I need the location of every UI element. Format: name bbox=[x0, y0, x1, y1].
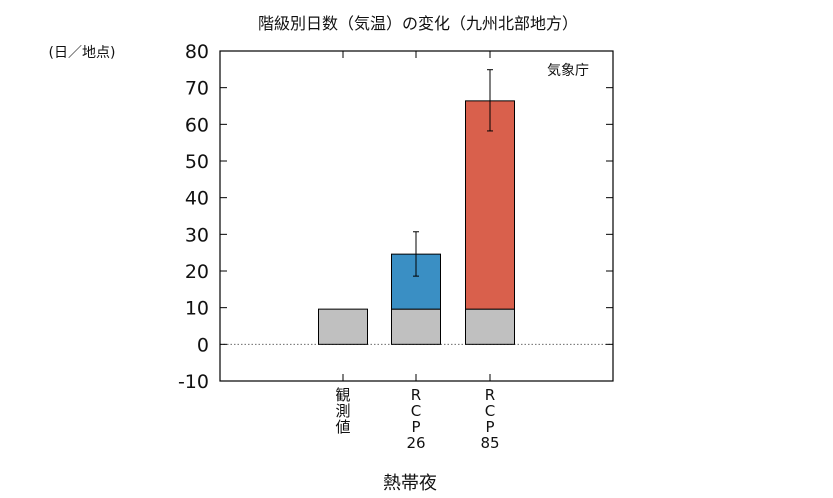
y-tick-label: 80 bbox=[185, 41, 209, 63]
x-tick-label: 値 bbox=[335, 418, 350, 436]
x-tick-label: 測 bbox=[335, 402, 350, 420]
x-tick-label: 85 bbox=[480, 434, 499, 452]
x-axis-label: 熱帯夜 bbox=[383, 473, 437, 494]
bar bbox=[391, 308, 441, 345]
y-tick-label: 0 bbox=[197, 334, 209, 356]
bar bbox=[318, 308, 368, 345]
y-tick-label: 20 bbox=[185, 261, 209, 283]
y-tick-label: 30 bbox=[185, 224, 209, 246]
x-tick-label: C bbox=[411, 402, 421, 420]
source-label: 気象庁 bbox=[547, 63, 589, 79]
y-tick-label: 40 bbox=[185, 188, 209, 210]
y-unit-label: (日／地点) bbox=[49, 45, 116, 61]
x-tick-label: R bbox=[411, 386, 421, 404]
x-tick-label: 26 bbox=[406, 434, 425, 452]
chart-title: 階級別日数（気温）の変化（九州北部地方） bbox=[258, 14, 578, 33]
x-tick-label: P bbox=[485, 418, 494, 436]
bar bbox=[465, 308, 515, 345]
plot-frame bbox=[219, 50, 614, 382]
y-tick-label: 50 bbox=[185, 151, 209, 173]
y-tick-label: 10 bbox=[185, 298, 209, 320]
x-tick-label: 観 bbox=[335, 386, 350, 404]
x-tick-label: C bbox=[485, 402, 495, 420]
x-tick-label: P bbox=[411, 418, 420, 436]
bar bbox=[465, 100, 515, 310]
y-tick-label: -10 bbox=[178, 371, 209, 393]
y-tick-label: 60 bbox=[185, 114, 209, 136]
x-tick-label: R bbox=[485, 386, 495, 404]
y-tick-label: 70 bbox=[185, 78, 209, 100]
